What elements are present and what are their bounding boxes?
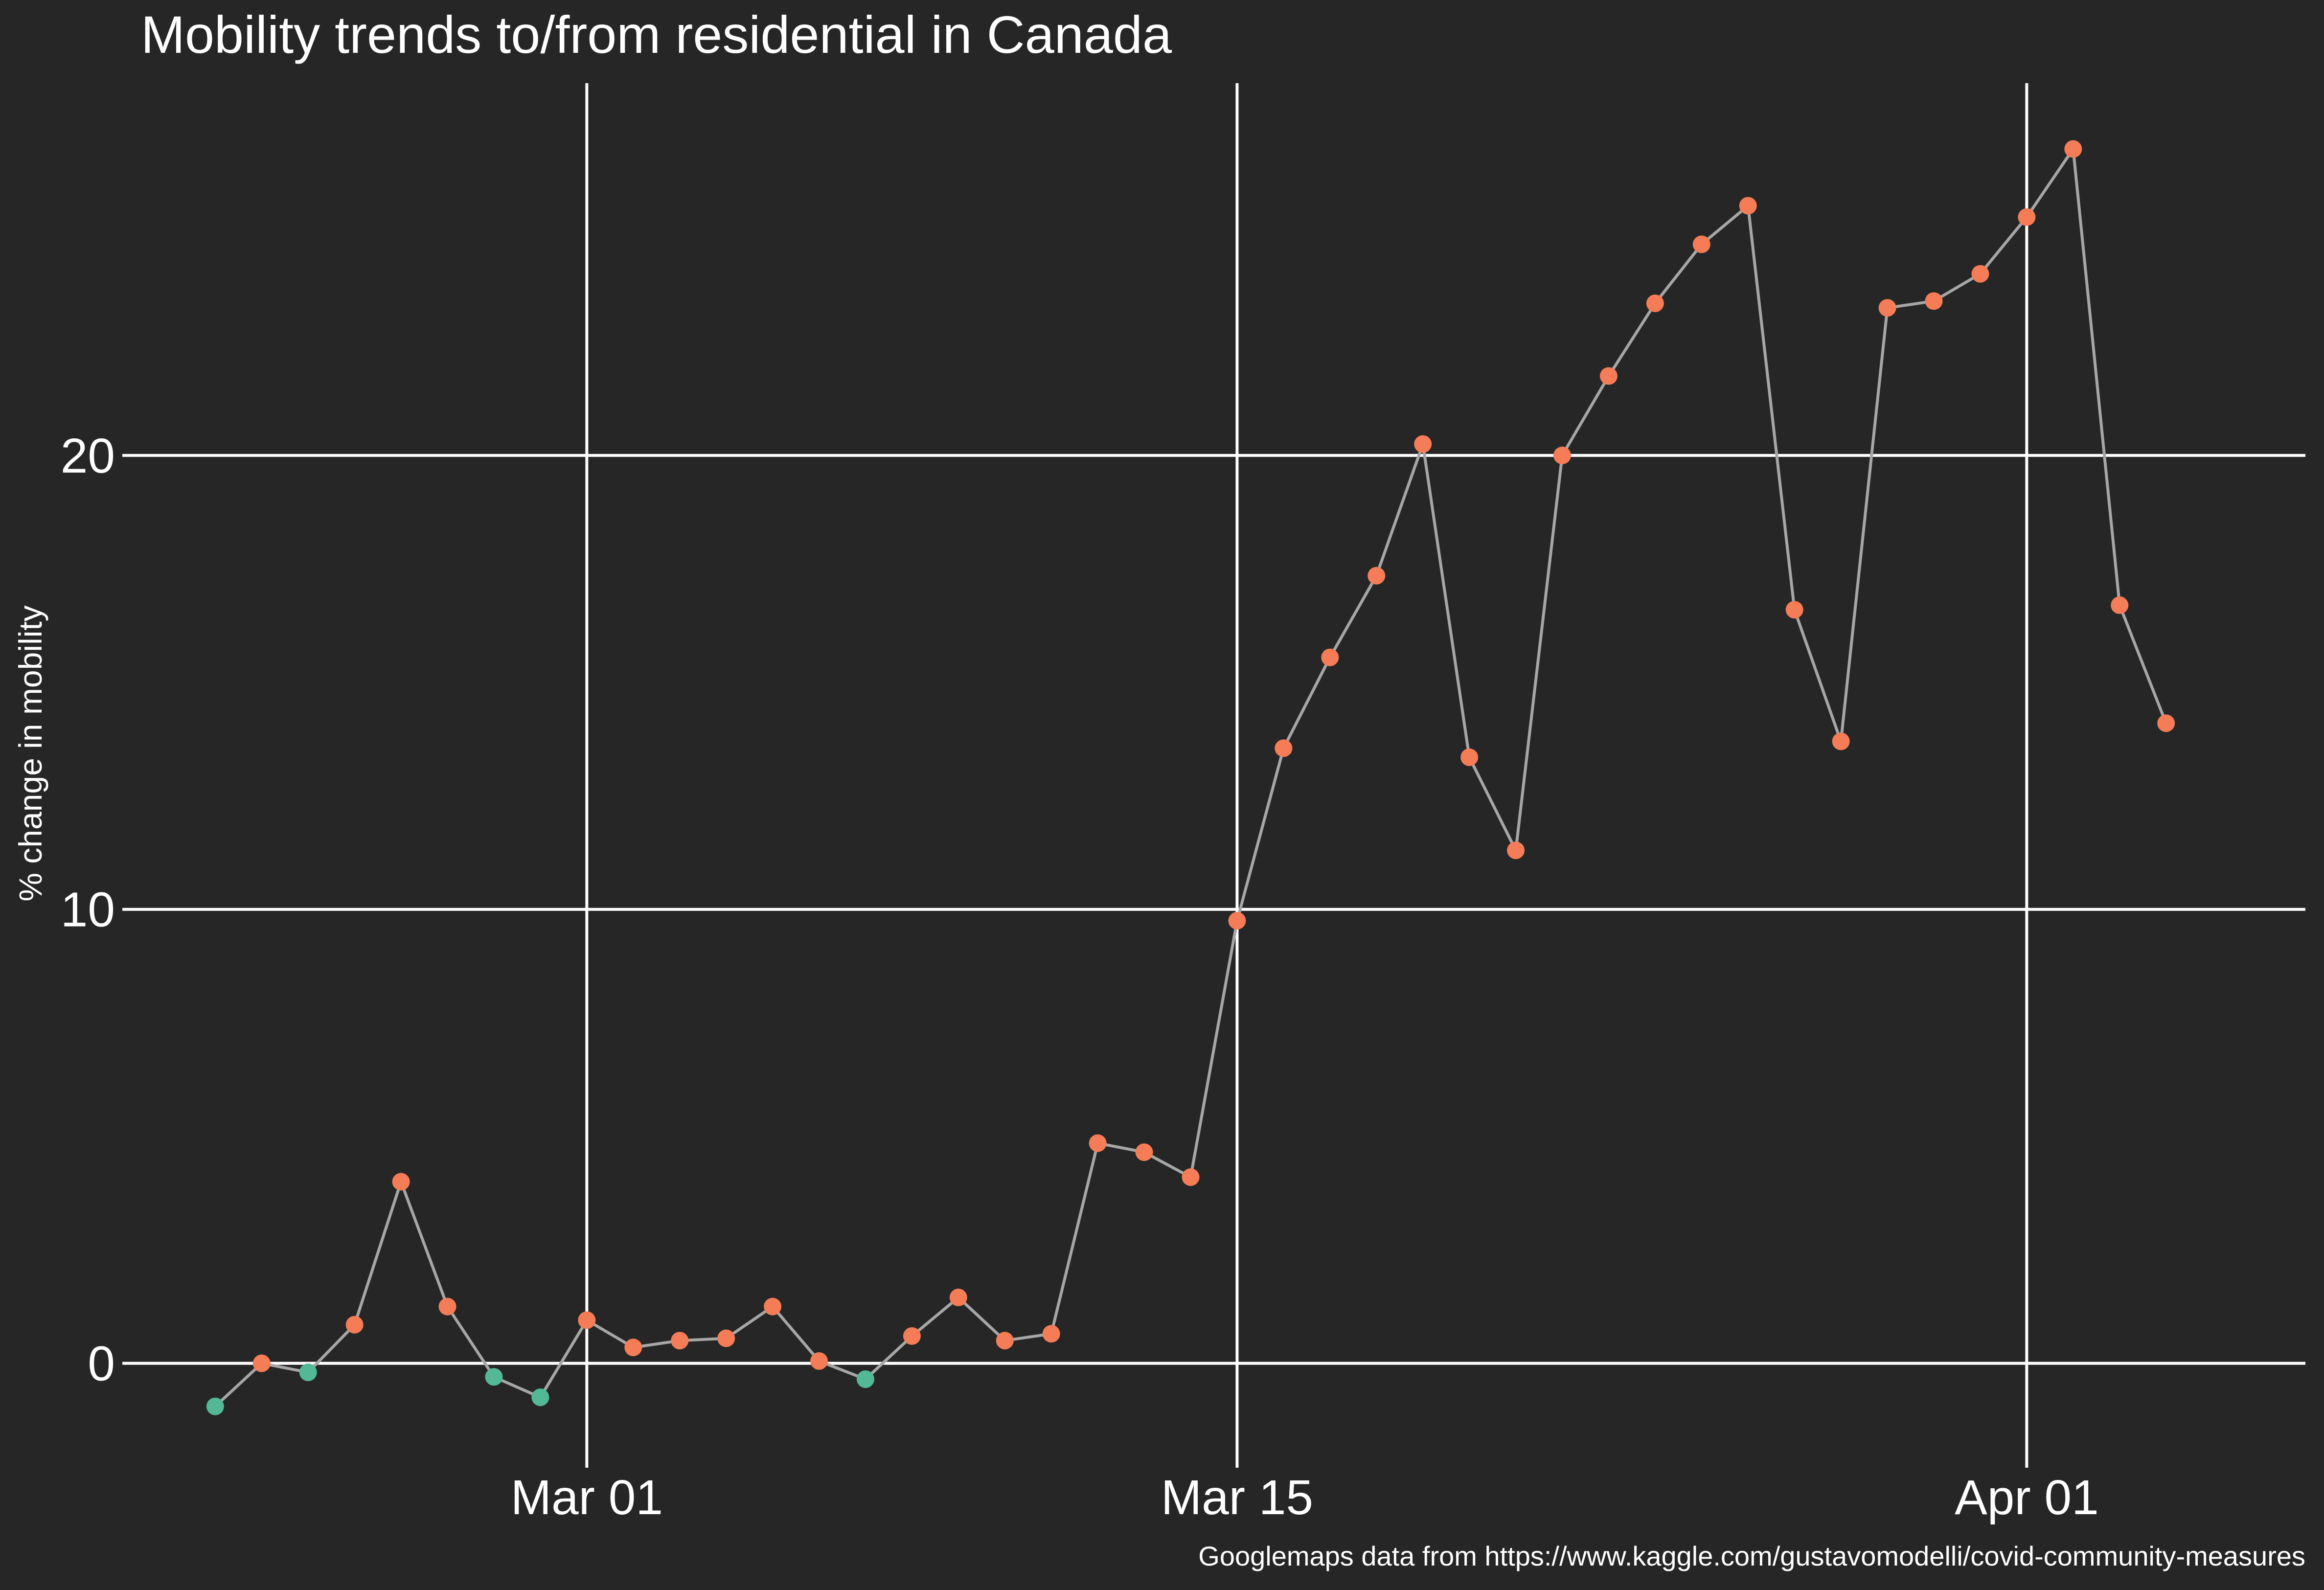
x-tick-label: Apr 01 xyxy=(1955,1470,2099,1525)
chart-title: Mobility trends to/from residential in C… xyxy=(141,5,1172,64)
data-point xyxy=(1507,841,1525,860)
data-point xyxy=(1553,446,1572,464)
data-point xyxy=(949,1289,967,1307)
data-point xyxy=(1971,265,1989,283)
data-point xyxy=(578,1311,596,1329)
x-axis-tick-labels: Mar 01 Mar 15 Apr 01 xyxy=(511,1470,2099,1525)
data-point xyxy=(1692,235,1710,253)
data-point xyxy=(392,1173,410,1191)
data-point xyxy=(1367,567,1386,585)
data-point xyxy=(1135,1143,1153,1161)
data-point xyxy=(671,1332,689,1350)
y-tick-label: 10 xyxy=(61,883,115,937)
data-point xyxy=(1228,911,1246,930)
data-point xyxy=(1646,295,1664,313)
data-point xyxy=(903,1327,921,1345)
data-point xyxy=(764,1297,782,1316)
data-point xyxy=(810,1352,828,1370)
data-point xyxy=(2018,208,2036,226)
data-point xyxy=(2064,140,2082,158)
caption: Googlemaps data from https://www.kaggle.… xyxy=(1198,1541,2305,1571)
grid-lines xyxy=(122,83,2305,1468)
y-axis-label: % change in mobility xyxy=(12,605,48,901)
data-point xyxy=(1414,435,1432,453)
data-point xyxy=(438,1297,456,1316)
data-point xyxy=(345,1316,364,1334)
data-point xyxy=(1832,732,1850,750)
data-point xyxy=(531,1388,549,1407)
data-point xyxy=(1739,197,1757,215)
x-tick-label: Mar 15 xyxy=(1161,1470,1313,1525)
data-point xyxy=(252,1354,271,1372)
data-point xyxy=(1599,367,1618,385)
data-point xyxy=(1275,739,1293,757)
data-point xyxy=(996,1332,1014,1350)
data-point xyxy=(2111,596,2129,614)
data-point xyxy=(1460,748,1479,766)
x-tick-label: Mar 01 xyxy=(511,1470,663,1525)
data-point xyxy=(1925,292,1943,310)
data-point xyxy=(299,1363,317,1382)
data-point xyxy=(1785,601,1803,619)
data-point xyxy=(856,1370,874,1388)
data-point xyxy=(1182,1168,1200,1186)
data-point xyxy=(624,1339,642,1357)
y-tick-label: 0 xyxy=(88,1337,115,1391)
data-point xyxy=(1878,299,1896,317)
data-point xyxy=(1089,1134,1107,1152)
y-tick-label: 20 xyxy=(61,429,115,483)
data-point xyxy=(717,1329,735,1347)
data-point xyxy=(206,1397,224,1415)
data-points xyxy=(206,140,2175,1415)
data-point xyxy=(485,1368,503,1386)
data-point xyxy=(1321,648,1339,666)
data-point xyxy=(2157,714,2175,732)
data-point xyxy=(1042,1325,1060,1343)
y-axis-tick-labels: 0 10 20 xyxy=(61,429,115,1391)
